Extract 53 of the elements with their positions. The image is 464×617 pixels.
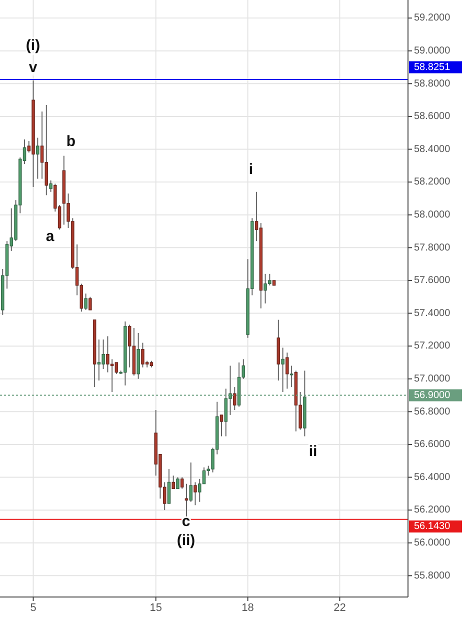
candlestick <box>176 476 180 490</box>
candlestick <box>286 352 289 390</box>
candlestick <box>290 365 294 388</box>
candlestick <box>167 468 171 504</box>
y-tick-label: 56.2000 <box>414 504 451 516</box>
candlestick <box>281 347 284 392</box>
candlestick <box>233 386 236 411</box>
annotation: (ii) <box>176 532 196 549</box>
candlestick <box>36 137 40 180</box>
candlestick <box>220 414 224 437</box>
y-tick-label: 56.6000 <box>414 439 451 450</box>
candlestick <box>172 475 175 490</box>
candlestick <box>114 362 118 374</box>
y-tick-label: 58.2000 <box>414 176 451 188</box>
candlestick <box>44 104 48 196</box>
x-tick-label: 18 <box>242 602 254 614</box>
ref-line-label: 58.8251 <box>414 62 451 73</box>
candlestick <box>180 476 184 490</box>
x-tick-label: 5 <box>30 602 36 614</box>
y-tick-label: 56.0000 <box>414 538 451 549</box>
ref-line-label: 56.1430 <box>414 521 451 532</box>
x-tick-label: 22 <box>334 602 346 614</box>
x-tick-label: 15 <box>150 602 162 614</box>
annotation: b <box>66 132 76 150</box>
y-tick-label: 56.8000 <box>414 406 451 418</box>
candlestick <box>106 336 110 373</box>
y-tick-label: 57.6000 <box>414 275 451 286</box>
y-tick-label: 59.0000 <box>414 45 451 56</box>
ref-line-label: 56.9000 <box>414 390 451 401</box>
y-tick-label: 55.8000 <box>414 570 451 582</box>
y-tick-label: 58.6000 <box>414 111 451 122</box>
candlestick <box>194 482 197 506</box>
candlestick <box>49 180 52 192</box>
y-tick-label: 58.0000 <box>414 209 451 220</box>
y-tick-label: 59.2000 <box>414 12 451 24</box>
y-tick-label: 58.8000 <box>414 78 451 90</box>
annotation: a <box>46 228 55 245</box>
y-tick-label: 57.0000 <box>414 374 451 385</box>
candlestick <box>102 339 105 370</box>
annotation: v <box>28 58 38 76</box>
candlestick <box>88 296 92 310</box>
candlestick <box>189 462 192 502</box>
candlestick <box>97 339 101 382</box>
y-tick-label: 56.4000 <box>414 472 451 483</box>
annotation: (i) <box>26 36 40 54</box>
annotation: i <box>248 160 254 178</box>
y-tick-label: 57.2000 <box>414 340 451 352</box>
y-tick-label: 57.4000 <box>414 308 451 319</box>
candlestick <box>141 342 144 368</box>
candlestick <box>84 293 88 310</box>
annotation: ii <box>308 442 318 460</box>
y-tick-label: 58.4000 <box>414 144 451 155</box>
y-tick-label: 57.8000 <box>414 242 451 254</box>
